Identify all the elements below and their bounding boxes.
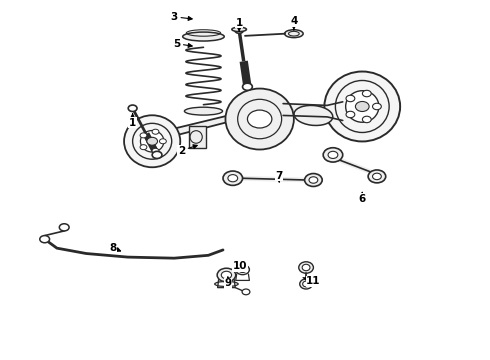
Ellipse shape	[183, 32, 224, 41]
Ellipse shape	[217, 268, 236, 282]
Ellipse shape	[294, 105, 333, 126]
Ellipse shape	[285, 30, 303, 38]
Ellipse shape	[303, 281, 310, 287]
Ellipse shape	[124, 115, 180, 167]
Circle shape	[355, 102, 369, 112]
Circle shape	[346, 95, 355, 102]
Circle shape	[152, 129, 159, 134]
Ellipse shape	[225, 89, 294, 149]
Ellipse shape	[302, 264, 310, 271]
Circle shape	[242, 289, 250, 295]
Circle shape	[223, 171, 243, 185]
Circle shape	[140, 145, 147, 150]
Text: 6: 6	[359, 193, 366, 204]
Polygon shape	[176, 116, 225, 135]
Ellipse shape	[300, 279, 313, 289]
Ellipse shape	[141, 131, 164, 152]
Circle shape	[59, 224, 69, 231]
Circle shape	[323, 148, 343, 162]
Circle shape	[372, 173, 381, 180]
Circle shape	[363, 90, 371, 97]
Text: 1: 1	[236, 18, 243, 31]
Circle shape	[243, 83, 252, 90]
Text: 3: 3	[171, 12, 192, 22]
Ellipse shape	[324, 72, 400, 141]
Ellipse shape	[221, 271, 232, 279]
Text: 11: 11	[303, 276, 320, 286]
Circle shape	[140, 133, 147, 138]
Text: 4: 4	[290, 17, 297, 30]
Ellipse shape	[184, 107, 222, 115]
Text: 10: 10	[233, 261, 247, 271]
Circle shape	[228, 175, 238, 182]
Circle shape	[159, 139, 166, 144]
Text: 2: 2	[178, 145, 197, 156]
Polygon shape	[189, 126, 206, 148]
Ellipse shape	[232, 27, 246, 32]
Ellipse shape	[239, 267, 246, 273]
Circle shape	[309, 177, 318, 183]
Ellipse shape	[236, 265, 249, 275]
Circle shape	[328, 151, 338, 158]
Circle shape	[152, 151, 162, 158]
Circle shape	[363, 116, 371, 123]
Circle shape	[368, 170, 386, 183]
Text: 8: 8	[109, 243, 121, 253]
Circle shape	[40, 235, 49, 243]
Circle shape	[305, 174, 322, 186]
Circle shape	[152, 148, 159, 153]
Circle shape	[147, 137, 158, 145]
Circle shape	[372, 103, 381, 110]
Circle shape	[235, 27, 244, 33]
Text: 1: 1	[129, 114, 136, 128]
Text: 5: 5	[173, 39, 192, 49]
Ellipse shape	[345, 91, 379, 122]
Circle shape	[346, 111, 355, 118]
Text: 9: 9	[224, 277, 231, 288]
Text: 7: 7	[275, 171, 283, 182]
Ellipse shape	[299, 262, 314, 273]
Circle shape	[128, 105, 137, 112]
Circle shape	[247, 110, 272, 128]
